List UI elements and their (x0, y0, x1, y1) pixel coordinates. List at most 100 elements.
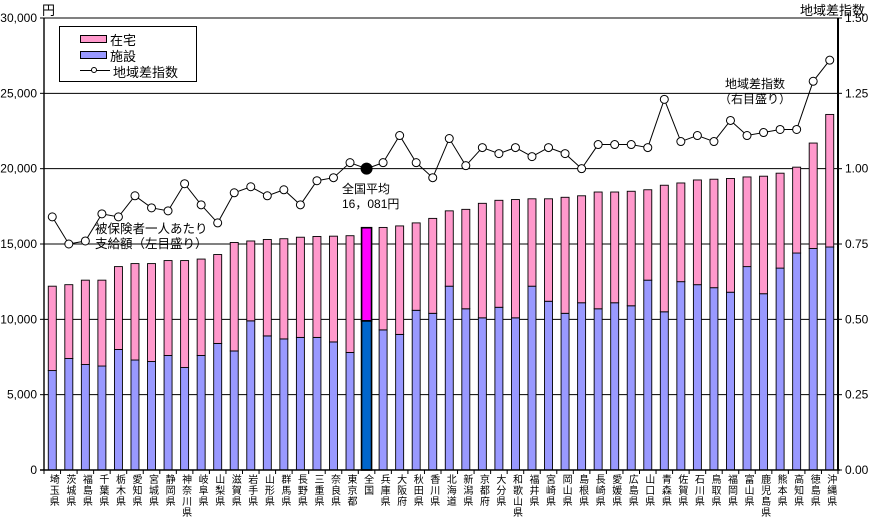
x-axis-label: 大分県 (493, 474, 505, 507)
bar-segment-facility (792, 252, 802, 471)
index-marker (312, 176, 322, 186)
index-marker (610, 140, 620, 150)
index-marker (577, 164, 587, 174)
bar-segment-facility (411, 309, 421, 471)
bar-segment-facility (279, 338, 289, 471)
y-right-tick-label: 1.50 (845, 11, 869, 25)
bar-segment-facility (213, 342, 223, 471)
index-marker (196, 200, 206, 210)
x-axis-label: 秋田県 (411, 474, 423, 507)
index-marker (80, 236, 90, 246)
index-marker (113, 212, 123, 222)
index-marker (345, 158, 355, 168)
index-marker (792, 124, 802, 134)
bar-segment-facility (180, 367, 190, 471)
bar-segment-home (577, 195, 587, 304)
y-right-tick-label: 1.25 (845, 86, 869, 100)
bar-segment-facility (461, 308, 471, 471)
bar-segment-home (180, 260, 190, 368)
x-axis-label: 埼玉県 (47, 474, 59, 507)
legend-item-home: 在宅 (80, 31, 196, 48)
x-axis-label: 和歌山県 (510, 474, 522, 518)
x-axis-label: 東京都 (345, 474, 357, 507)
x-axis-label: 神奈川県 (179, 474, 191, 518)
bar-segment-facility (560, 312, 570, 471)
x-axis-label: 熊本県 (775, 474, 787, 507)
y-left-tick-label: 5,000 (7, 388, 37, 402)
circle-marker-icon (91, 67, 97, 73)
bar-segment-home (312, 236, 322, 338)
x-axis-label: 奈良県 (328, 474, 340, 507)
x-axis-label: 青森県 (659, 474, 671, 507)
index-marker (279, 185, 289, 195)
index-marker (262, 191, 272, 201)
bar-segment-home (692, 179, 702, 286)
index-marker (130, 191, 140, 201)
index-marker (709, 137, 719, 147)
x-axis-label: 山口県 (642, 474, 654, 507)
bar-segment-home (64, 284, 74, 359)
bar-segment-home (246, 240, 256, 322)
x-axis-label: 広島県 (626, 474, 638, 507)
index-marker (593, 140, 603, 150)
bar-segment-facility (246, 320, 256, 471)
bar-segment-home (527, 198, 537, 287)
x-axis-label: 岩手県 (245, 474, 257, 507)
x-axis-label: 茨城県 (63, 474, 75, 507)
index-marker (328, 173, 338, 183)
index-marker (428, 173, 438, 183)
bar-segment-facility (544, 300, 553, 471)
bar-segment-facility (113, 349, 123, 471)
index-marker (378, 158, 388, 168)
index-marker (560, 149, 570, 159)
x-axis-label: 新潟県 (460, 474, 472, 507)
bar-segment-facility (395, 333, 405, 471)
right-axis-title: 地域差指数 (800, 3, 866, 18)
index-marker (510, 143, 520, 153)
bar-segment-home (726, 178, 735, 293)
bar-segment-facility (610, 302, 620, 471)
bar-segment-facility (295, 336, 305, 471)
bar-segment-facility (97, 365, 107, 471)
x-axis-label: 愛知県 (129, 474, 141, 507)
bar-segment-home (262, 239, 272, 337)
bar-segment-home (494, 199, 504, 308)
index-marker (494, 149, 504, 159)
national-index-marker (360, 162, 373, 175)
bar-segment-home (97, 279, 107, 367)
x-axis-label: 長野県 (295, 474, 307, 507)
x-axis-label: 兵庫県 (378, 474, 390, 507)
y-left-tick-label: 0 (30, 463, 37, 477)
bar-segment-home (196, 258, 206, 356)
index-marker (180, 179, 190, 189)
bar-segment-home (213, 254, 223, 344)
bar-segment-facility (80, 364, 90, 471)
index-marker (411, 158, 421, 168)
bar-segment-home (659, 184, 669, 313)
bar-segment-home (626, 190, 636, 307)
bar-segment-facility (726, 291, 735, 471)
bar-segment-home (428, 217, 438, 314)
x-axis-label: 徳島県 (808, 474, 820, 507)
x-axis-label: 福井県 (526, 474, 538, 507)
x-axis-label: 京都府 (477, 474, 489, 507)
bar-segment-home (147, 263, 156, 362)
bar-segment-home (163, 260, 173, 356)
bar-segment-facility (312, 336, 322, 471)
bar-segment-facility (130, 359, 140, 471)
x-axis-label: 福岡県 (725, 474, 737, 507)
index-marker (444, 134, 454, 144)
y-right-tick-label: 0.50 (845, 312, 869, 326)
x-axis-label: 山形県 (262, 474, 274, 507)
bar-segment-facility (593, 308, 603, 471)
index-marker (659, 94, 669, 104)
bar-segment-facility (64, 358, 74, 471)
x-axis-label: 石川県 (692, 474, 704, 507)
bar-segment-home (411, 222, 421, 311)
bar-segment-facility (147, 361, 156, 471)
x-axis-label: 香川県 (427, 474, 439, 507)
bar-segment-facility (360, 320, 373, 471)
x-axis-label: 宮崎県 (543, 474, 555, 507)
